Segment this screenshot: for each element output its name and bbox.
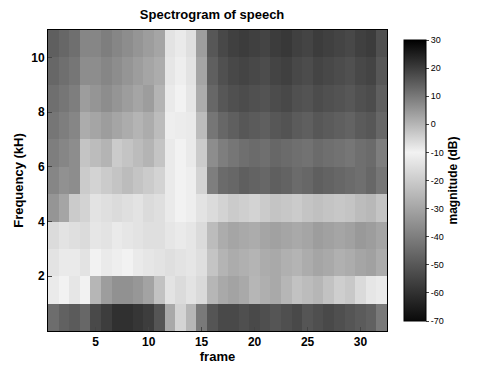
- svg-text:30: 30: [431, 35, 441, 45]
- svg-text:2: 2: [38, 269, 45, 283]
- svg-text:Spectrogram of speech: Spectrogram of speech: [140, 7, 285, 22]
- svg-text:magnitude (dB): magnitude (dB): [446, 137, 460, 225]
- svg-text:20: 20: [248, 335, 262, 349]
- svg-text:frame: frame: [200, 349, 235, 364]
- svg-text:-30: -30: [431, 204, 444, 214]
- svg-text:10: 10: [31, 51, 45, 65]
- svg-text:-60: -60: [431, 288, 444, 298]
- svg-text:15: 15: [195, 335, 209, 349]
- svg-text:30: 30: [354, 335, 368, 349]
- svg-text:-10: -10: [431, 148, 444, 158]
- svg-text:10: 10: [142, 335, 156, 349]
- svg-text:-20: -20: [431, 176, 444, 186]
- svg-text:5: 5: [92, 335, 99, 349]
- svg-text:Frequency (kH): Frequency (kH): [11, 133, 26, 228]
- svg-text:25: 25: [301, 335, 315, 349]
- svg-text:6: 6: [38, 160, 45, 174]
- svg-text:10: 10: [431, 91, 441, 101]
- svg-text:8: 8: [38, 105, 45, 119]
- svg-text:-50: -50: [431, 260, 444, 270]
- svg-text:4: 4: [38, 215, 45, 229]
- svg-text:-40: -40: [431, 232, 444, 242]
- svg-text:20: 20: [431, 63, 441, 73]
- svg-text:0: 0: [431, 119, 436, 129]
- svg-text:-70: -70: [431, 316, 444, 326]
